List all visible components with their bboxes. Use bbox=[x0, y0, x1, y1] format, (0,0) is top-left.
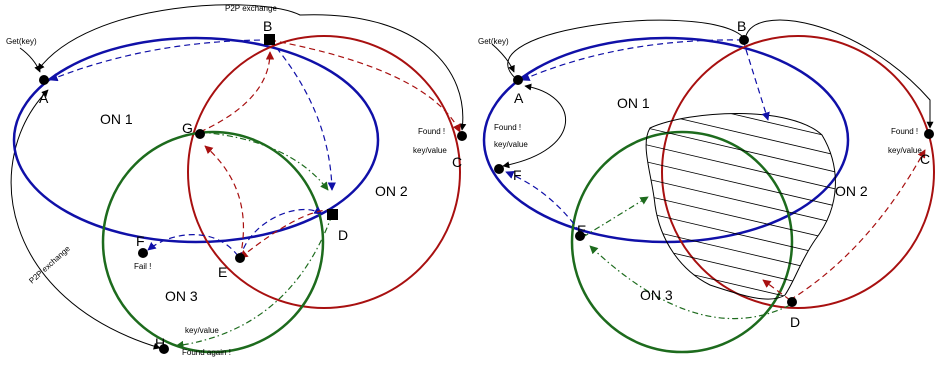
get-key-arrow-right bbox=[491, 43, 515, 73]
left-diagram: P2P exchange P2P exchange Get(key) ON 1 … bbox=[6, 4, 467, 357]
route-d-to-h bbox=[175, 214, 333, 350]
route-b-to-d bbox=[269, 39, 337, 191]
route-e-to-d bbox=[239, 206, 323, 259]
route-e-to-f bbox=[147, 234, 239, 257]
node-h bbox=[159, 344, 169, 354]
node-f-right bbox=[494, 164, 504, 174]
node-d-label: D bbox=[338, 227, 348, 243]
node-b-right bbox=[739, 35, 749, 45]
keyvalue-f-label: key/value bbox=[494, 140, 528, 149]
node-a bbox=[39, 75, 49, 85]
keyvalue-h-label: key/value bbox=[185, 326, 219, 335]
node-f-label-right: F bbox=[513, 167, 522, 183]
node-f bbox=[138, 248, 148, 258]
node-h-label: H bbox=[155, 335, 165, 351]
node-g bbox=[195, 129, 205, 139]
node-d-label-right: D bbox=[790, 314, 800, 330]
node-g-label: G bbox=[182, 120, 193, 136]
route-e-to-f bbox=[505, 170, 581, 233]
node-c-label: C bbox=[452, 154, 462, 170]
route-d-to-e bbox=[589, 245, 791, 320]
overlay-on1-label: ON 1 bbox=[100, 111, 133, 127]
route-e-to-g bbox=[204, 145, 245, 259]
overlay-on2-ring bbox=[187, 35, 461, 309]
route-b-to-a bbox=[49, 39, 271, 82]
overlay-on2-ring-right bbox=[661, 35, 935, 309]
side-p2p-exchange-label: P2P exchange bbox=[27, 244, 72, 286]
keyvalue-c-label: key/value bbox=[888, 146, 922, 155]
route-g-to-b bbox=[199, 51, 275, 133]
node-a-right bbox=[513, 75, 523, 85]
overlay-on3-label: ON 3 bbox=[165, 288, 198, 304]
found-again-label: Found again ! bbox=[182, 348, 231, 357]
overlay-on1-ring-right bbox=[482, 36, 850, 244]
top-arc-a-to-b bbox=[507, 19, 743, 83]
get-key-arrow bbox=[19, 47, 41, 73]
node-e bbox=[235, 253, 245, 263]
node-c-right bbox=[924, 129, 934, 139]
overlay-on3-label-right: ON 3 bbox=[640, 287, 673, 303]
fail-label: Fail ! bbox=[134, 262, 151, 271]
overlay-on1-label-right: ON 1 bbox=[617, 95, 650, 111]
node-d bbox=[327, 209, 338, 220]
side-p2p-exchange-arc bbox=[10, 89, 161, 350]
node-f-label: F bbox=[136, 233, 145, 249]
top-p2p-exchange-arc bbox=[37, 4, 467, 131]
node-b-label-right: B bbox=[737, 18, 746, 34]
route-d-to-zone bbox=[762, 279, 791, 301]
found-label: Found ! bbox=[418, 127, 445, 136]
node-e-right bbox=[575, 231, 585, 241]
route-b-to-c bbox=[269, 39, 461, 133]
route-b-to-a-right bbox=[521, 39, 744, 81]
overlay-on2-label-right: ON 2 bbox=[835, 183, 868, 199]
top-p2p-exchange-label: P2P exchange bbox=[225, 4, 277, 13]
overlay-on3-ring-right bbox=[570, 130, 794, 354]
route-b-to-zone bbox=[742, 39, 770, 121]
node-c-label-right: C bbox=[920, 151, 930, 167]
get-key-label-right: Get(key) bbox=[478, 37, 509, 46]
top-arc-b-to-c bbox=[744, 19, 934, 129]
search-zone-outline bbox=[645, 113, 836, 300]
found-c-label: Found ! bbox=[891, 127, 918, 136]
node-d-right bbox=[787, 297, 797, 307]
node-e-label-right: E bbox=[577, 222, 586, 238]
route-d-to-e bbox=[239, 209, 331, 259]
node-c bbox=[457, 131, 467, 141]
node-b-label: B bbox=[263, 18, 272, 34]
node-e-label: E bbox=[218, 264, 227, 280]
node-b bbox=[264, 34, 275, 45]
node-a-label: A bbox=[39, 90, 49, 106]
overlay-on3-ring bbox=[101, 130, 325, 354]
a-f-exchange-arc bbox=[502, 83, 566, 169]
keyvalue-label: key/value bbox=[413, 146, 447, 155]
overlay-on1-ring bbox=[12, 36, 380, 244]
route-d-to-c bbox=[789, 149, 926, 301]
route-e-to-zone bbox=[582, 196, 649, 238]
right-diagram: Get(key) ON 1 ON 2 ON 3 A B C D E F Foun… bbox=[478, 18, 935, 354]
node-a-label-right: A bbox=[514, 90, 524, 106]
get-key-label: Get(key) bbox=[6, 37, 37, 46]
found-f-label: Found ! bbox=[494, 123, 521, 132]
overlay-on2-label: ON 2 bbox=[375, 183, 408, 199]
